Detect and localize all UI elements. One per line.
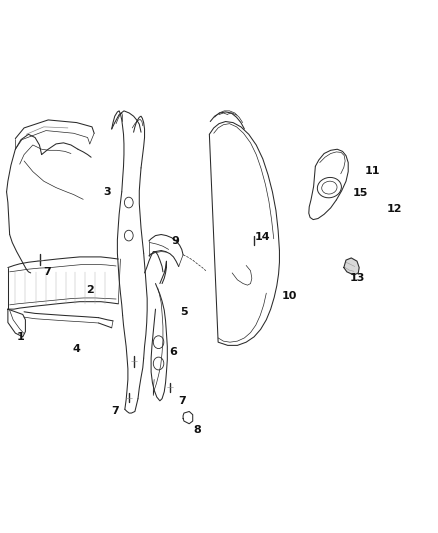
Text: 6: 6 [169,347,177,357]
Text: 8: 8 [193,425,201,434]
Text: 7: 7 [111,407,119,416]
Text: 3: 3 [103,187,111,197]
Text: 7: 7 [178,396,186,406]
Text: 12: 12 [386,204,402,214]
Text: 1: 1 [17,332,25,342]
Text: 5: 5 [180,307,188,317]
Text: 9: 9 [171,236,179,246]
Text: 14: 14 [255,232,271,242]
Text: 10: 10 [281,291,297,301]
Polygon shape [344,258,359,275]
Text: 7: 7 [43,267,51,277]
Text: 13: 13 [349,273,365,283]
Text: 15: 15 [352,188,368,198]
Text: 11: 11 [364,166,380,175]
Text: 2: 2 [86,286,94,295]
Text: 4: 4 [73,344,81,354]
